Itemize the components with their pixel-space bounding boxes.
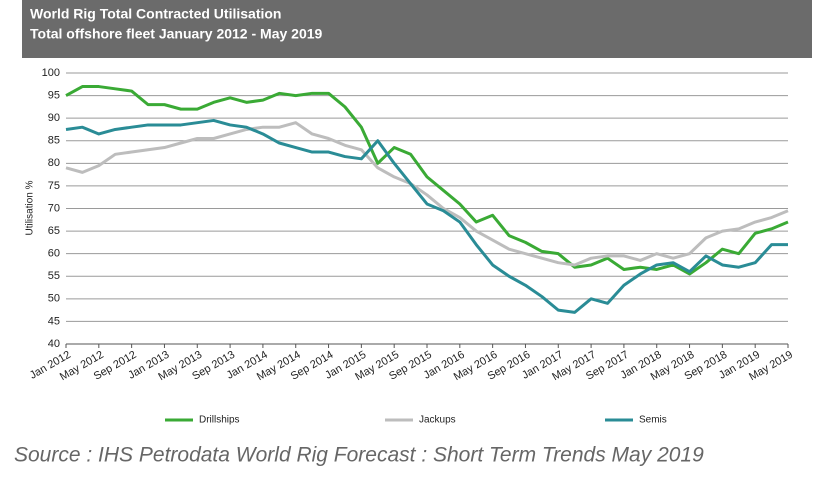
- y-tick-label: 55: [48, 270, 60, 282]
- y-tick-label: 90: [48, 112, 60, 124]
- y-tick-label: 45: [48, 315, 60, 327]
- y-tick-label: 60: [48, 248, 60, 260]
- chart-title: World Rig Total Contracted Utilisation: [30, 6, 281, 22]
- y-tick-label: 50: [48, 293, 60, 305]
- y-tick-label: 40: [48, 338, 60, 350]
- legend-label: Drillships: [199, 415, 240, 426]
- y-axis-label: Utilisation %: [25, 180, 36, 235]
- y-tick-label: 95: [48, 89, 60, 101]
- series-line: [65, 121, 789, 267]
- legend-label: Semis: [639, 415, 667, 426]
- series-line: [65, 85, 789, 276]
- legend-label: Jackups: [419, 415, 456, 426]
- series-line: [65, 118, 788, 314]
- y-tick-label: 70: [48, 202, 60, 214]
- y-tick-label: 100: [42, 67, 60, 79]
- y-tick-label: 80: [48, 157, 60, 169]
- chart-subtitle: Total offshore fleet January 2012 - May …: [30, 26, 323, 42]
- y-tick-label: 75: [48, 180, 60, 192]
- source-note: Source : IHS Petrodata World Rig Forecas…: [14, 444, 704, 467]
- header-band: [22, 0, 812, 58]
- y-tick-label: 65: [48, 225, 60, 237]
- y-tick-label: 85: [48, 135, 60, 147]
